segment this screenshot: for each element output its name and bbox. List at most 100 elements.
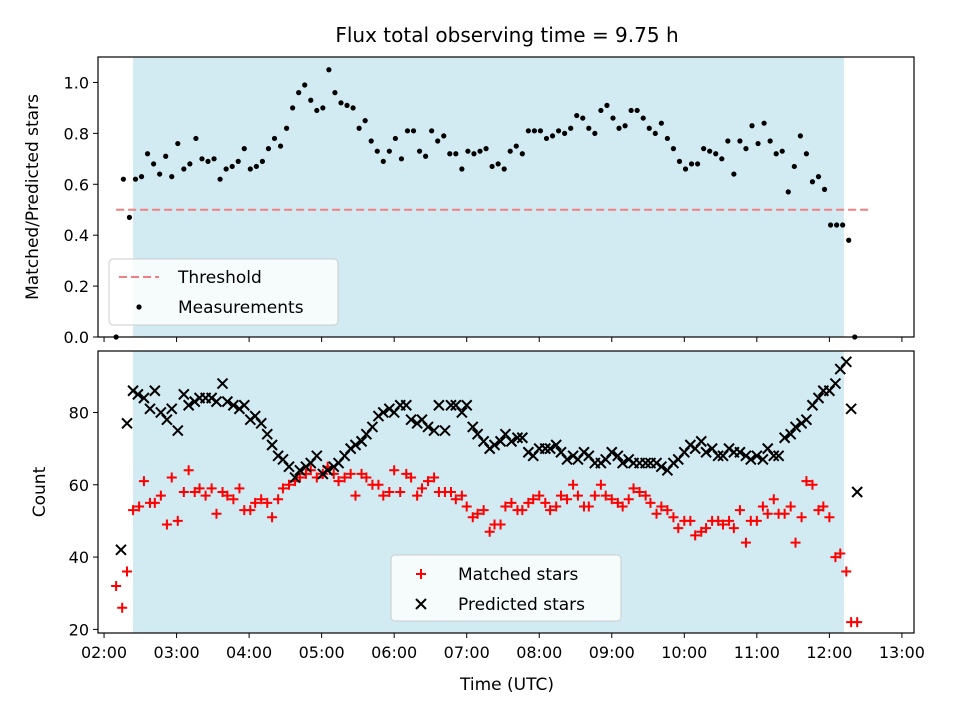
measurement-point xyxy=(749,123,755,129)
predicted-star-point xyxy=(261,428,273,440)
measurement-point xyxy=(126,214,133,220)
matched-star-point xyxy=(617,501,628,512)
bottom-panel: 20 40 60 80 Count 02:00 03:00 04:00 05:00 06:00 07… xyxy=(30,350,925,662)
measurement-point xyxy=(827,222,834,228)
measurement-point xyxy=(199,156,205,162)
series-predicted-stars xyxy=(115,356,863,556)
predicted-star-point xyxy=(539,442,551,455)
matched-star-point xyxy=(852,617,863,628)
measurement-point xyxy=(290,105,296,111)
predicted-star-point xyxy=(467,421,479,433)
measurement-point xyxy=(441,133,447,139)
matched-star-point xyxy=(662,505,673,516)
measurement-point xyxy=(713,151,719,157)
matched-star-point xyxy=(406,472,417,483)
measurement-point xyxy=(501,166,507,172)
x-tick-label: 09:00 xyxy=(589,643,635,662)
matched-star-point xyxy=(294,472,305,483)
measurement-point xyxy=(193,135,199,142)
measurement-point xyxy=(791,163,797,170)
matched-star-point xyxy=(600,490,611,501)
matched-star-point xyxy=(606,494,617,505)
matched-star-point xyxy=(384,487,395,497)
measurement-point xyxy=(398,156,405,162)
measurement-point xyxy=(410,128,417,134)
measurement-point xyxy=(531,128,538,134)
matched-star-point xyxy=(740,537,751,548)
matched-star-point xyxy=(161,519,172,530)
measurement-point xyxy=(586,125,592,131)
y-tick-label: 1.0 xyxy=(64,73,89,92)
predicted-star-point xyxy=(182,399,195,411)
matched-star-point xyxy=(568,479,579,490)
matched-star-point xyxy=(122,566,133,577)
predicted-star-point xyxy=(221,395,234,408)
predicted-star-point xyxy=(768,450,780,462)
matched-star-point xyxy=(540,497,551,508)
predicted-star-point xyxy=(840,356,853,368)
predicted-star-point xyxy=(433,399,445,411)
legend-predicted-swatch xyxy=(415,598,427,610)
matched-star-point xyxy=(717,519,728,530)
measurement-point xyxy=(840,222,846,228)
matched-star-point xyxy=(333,476,344,487)
measurement-point xyxy=(223,166,229,172)
predicted-star-point xyxy=(283,460,295,473)
matched-star-point xyxy=(206,483,217,494)
matched-star-point xyxy=(651,508,662,519)
measurement-point xyxy=(453,151,459,157)
x-tick-label: 04:00 xyxy=(226,643,272,662)
matched-star-point xyxy=(378,490,389,501)
matched-star-point xyxy=(461,501,472,512)
top-panel: 0.0 0.2 0.4 0.6 0.8 1.0 Matched/Predicted star… xyxy=(23,56,915,347)
measurement-point xyxy=(743,146,749,152)
measurement-point xyxy=(652,130,658,136)
matched-star-point xyxy=(685,515,696,526)
predicted-star-point xyxy=(505,435,518,448)
legend-threshold-label: Threshold xyxy=(177,268,262,288)
matched-star-point xyxy=(277,483,288,494)
matched-star-point xyxy=(807,479,818,490)
matched-star-point xyxy=(245,505,256,516)
measurement-point xyxy=(658,120,664,126)
measurement-point xyxy=(423,153,429,159)
matched-star-point xyxy=(728,523,739,534)
matched-star-point xyxy=(117,602,128,613)
matched-star-point xyxy=(138,476,149,487)
matched-star-point xyxy=(506,497,517,508)
predicted-star-point xyxy=(166,403,178,415)
matched-star-point xyxy=(556,490,567,501)
measurement-point xyxy=(253,163,259,170)
measurement-point xyxy=(392,135,398,142)
matched-star-point xyxy=(796,512,807,523)
predicted-star-point xyxy=(606,446,618,458)
legend-matched-label: Matched stars xyxy=(458,565,578,585)
matched-star-point xyxy=(790,537,801,548)
matched-star-point xyxy=(478,505,489,516)
matched-star-point xyxy=(835,548,846,559)
predicted-star-point xyxy=(144,403,156,415)
measurement-point xyxy=(549,133,556,139)
measurement-point xyxy=(785,189,791,195)
measurement-point xyxy=(755,140,761,147)
measurement-point xyxy=(646,125,652,131)
measurement-point xyxy=(163,153,169,159)
measurement-point xyxy=(821,186,828,192)
predicted-star-point xyxy=(289,471,301,484)
predicted-star-point xyxy=(178,388,190,401)
matched-star-point xyxy=(222,490,233,501)
measurement-point xyxy=(737,138,743,144)
measurement-point xyxy=(489,163,495,170)
measurement-point xyxy=(314,107,320,114)
measurement-point xyxy=(435,138,441,144)
matched-star-point xyxy=(484,526,495,537)
predicted-star-point xyxy=(294,464,306,477)
measurement-point xyxy=(797,133,803,139)
predicted-star-point xyxy=(745,453,757,466)
measurement-point xyxy=(344,102,350,108)
matched-star-point xyxy=(361,472,372,483)
measurement-point xyxy=(308,97,314,103)
measurement-point xyxy=(580,115,586,121)
predicted-star-point xyxy=(161,413,173,426)
